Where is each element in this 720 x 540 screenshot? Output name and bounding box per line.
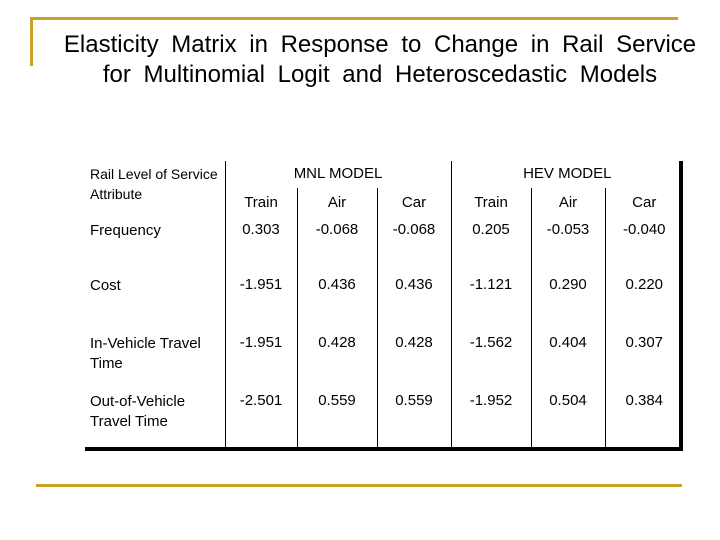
value-cell: -1.121 (451, 274, 532, 332)
value-cell: -1.562 (451, 332, 532, 390)
group-header-hev: HEV MODEL (523, 165, 612, 182)
decorative-left-line (30, 17, 33, 66)
value-cell: 0.559 (297, 390, 378, 451)
value-cell: 0.428 (377, 332, 452, 390)
value-cell: -0.040 (622, 221, 666, 238)
value-cell: 0.504 (531, 390, 606, 451)
subheader-cell: Train (451, 188, 532, 218)
value-cell: -2.501 (225, 390, 298, 451)
table-row: Out-of-Vehicle Travel Time -2.501 0.559 … (85, 390, 683, 451)
value-cell: 0.303 (225, 218, 298, 274)
slide-title: Elasticity Matrix in Response to Change … (63, 31, 697, 88)
value-cell: 0.205 (451, 218, 532, 274)
value-cell: -1.951 (225, 274, 298, 332)
elasticity-table: Rail Level of Service Attribute MNL MODE… (85, 161, 683, 451)
table-row: Frequency 0.303 -0.068 -0.068 0.205 -0.0… (85, 218, 683, 274)
table-row: In-Vehicle Travel Time -1.951 0.428 0.42… (85, 332, 683, 390)
row-label: Out-of-Vehicle Travel Time (85, 390, 226, 451)
subheader-cell: Car (632, 194, 657, 211)
value-cell: 0.384 (625, 392, 664, 409)
row-label: In-Vehicle Travel Time (85, 332, 226, 390)
subheader-cell: Car (377, 188, 452, 218)
attribute-header: Rail Level of Service Attribute (85, 161, 226, 218)
value-cell: 0.436 (297, 274, 378, 332)
value-cell: -0.068 (377, 218, 452, 274)
value-cell: -1.951 (225, 332, 298, 390)
value-cell: -1.952 (451, 390, 532, 451)
value-cell: 0.428 (297, 332, 378, 390)
subheader-cell: Train (225, 188, 298, 218)
value-cell: -0.053 (531, 218, 606, 274)
value-cell: 0.220 (625, 276, 664, 293)
value-cell: 0.290 (531, 274, 606, 332)
row-label: Frequency (85, 218, 226, 274)
value-cell: 0.436 (377, 274, 452, 332)
table-row: Cost -1.951 0.436 0.436 -1.121 0.290 0.2… (85, 274, 683, 332)
subheader-cell: Air (297, 188, 378, 218)
subheader-cell: Air (531, 188, 606, 218)
decorative-top-line (30, 17, 678, 20)
value-cell: 0.404 (531, 332, 606, 390)
value-cell: 0.307 (625, 334, 664, 351)
value-cell: 0.559 (377, 390, 452, 451)
value-cell: -0.068 (297, 218, 378, 274)
decorative-bottom-line (36, 484, 682, 487)
group-header-mnl: MNL MODEL (225, 161, 452, 188)
row-label: Cost (85, 274, 226, 332)
